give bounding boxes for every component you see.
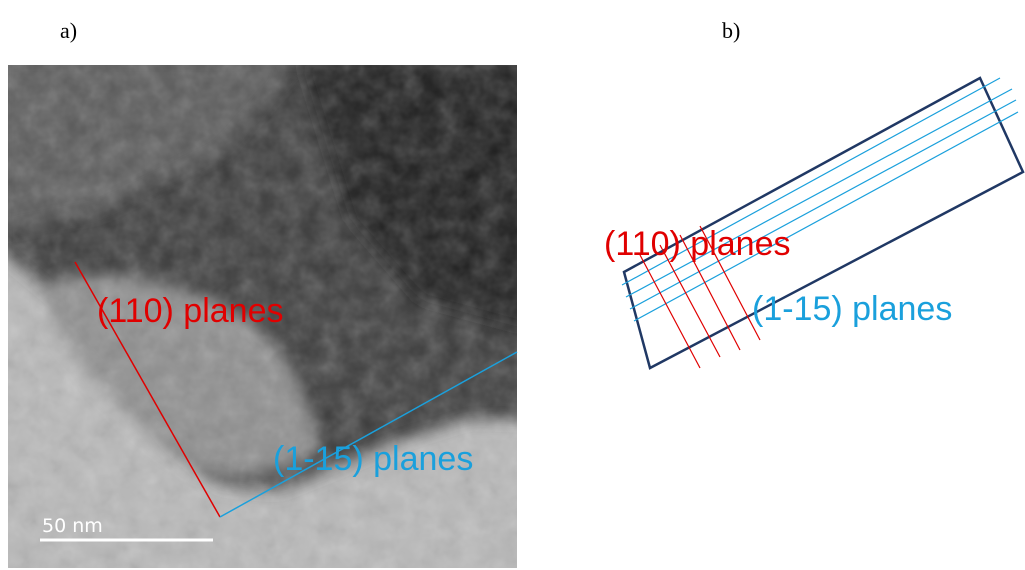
- annotation: (1-15) planes: [752, 290, 952, 328]
- scale-bar-label: 50 nm: [42, 515, 103, 537]
- panel-label: b): [722, 18, 740, 43]
- figure: a) b) 50 nm (110) planes (1-15) planes (…: [0, 0, 1025, 570]
- panel-label: a): [60, 18, 77, 43]
- annotation: (110) planes: [604, 225, 791, 263]
- annotation: (110) planes: [97, 292, 284, 330]
- annotation: (1-15) planes: [273, 440, 473, 478]
